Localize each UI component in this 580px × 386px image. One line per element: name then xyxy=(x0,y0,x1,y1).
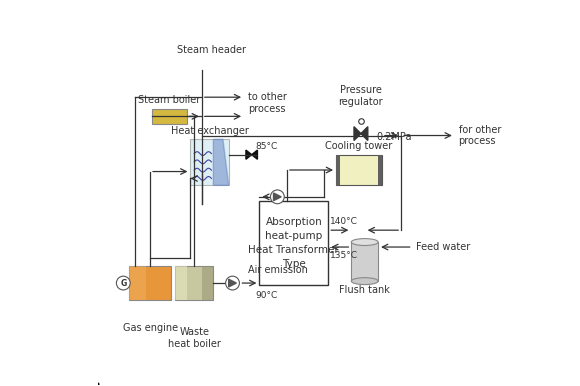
Polygon shape xyxy=(229,279,236,287)
Text: Steam boiler: Steam boiler xyxy=(138,95,201,105)
Polygon shape xyxy=(246,150,252,159)
Bar xyxy=(336,155,382,185)
Text: Waste
heat boiler: Waste heat boiler xyxy=(168,327,220,349)
Text: G: G xyxy=(120,279,126,288)
Text: Feed water: Feed water xyxy=(416,242,471,252)
Text: Steam header: Steam header xyxy=(177,45,246,55)
Polygon shape xyxy=(213,139,229,185)
Text: 140°C: 140°C xyxy=(330,217,358,226)
Bar xyxy=(378,155,382,185)
Bar xyxy=(351,242,378,281)
Bar xyxy=(152,109,187,124)
Text: Pressure
regulator: Pressure regulator xyxy=(339,85,383,107)
Ellipse shape xyxy=(351,239,378,245)
Circle shape xyxy=(270,190,284,204)
Bar xyxy=(129,266,146,300)
Text: to other
process: to other process xyxy=(248,92,287,114)
Text: 135°C: 135°C xyxy=(330,251,358,260)
Circle shape xyxy=(117,276,130,290)
Text: Flush tank: Flush tank xyxy=(339,285,390,295)
Bar xyxy=(336,155,340,185)
Ellipse shape xyxy=(351,278,378,284)
Text: Absorption
heat-pump
Heat Transformer
Type: Absorption heat-pump Heat Transformer Ty… xyxy=(248,217,339,269)
Bar xyxy=(202,266,213,300)
Text: for other
process: for other process xyxy=(459,125,501,146)
Text: 85°C: 85°C xyxy=(256,142,278,151)
Polygon shape xyxy=(274,193,281,201)
Bar xyxy=(175,266,187,300)
Bar xyxy=(190,139,229,185)
Text: 0.2MPa: 0.2MPa xyxy=(376,132,412,142)
Text: Cooling tower: Cooling tower xyxy=(325,141,393,151)
Bar xyxy=(259,201,328,285)
Bar xyxy=(175,266,213,300)
Circle shape xyxy=(226,276,240,290)
Text: Heat exchanger: Heat exchanger xyxy=(171,125,248,135)
Bar xyxy=(129,266,171,300)
Polygon shape xyxy=(354,127,361,141)
Polygon shape xyxy=(252,150,258,159)
Text: 90°C: 90°C xyxy=(256,291,278,300)
FancyArrow shape xyxy=(98,383,99,384)
Text: Air emission: Air emission xyxy=(248,266,308,275)
Text: Gas engine: Gas engine xyxy=(122,323,177,333)
Polygon shape xyxy=(361,127,368,141)
